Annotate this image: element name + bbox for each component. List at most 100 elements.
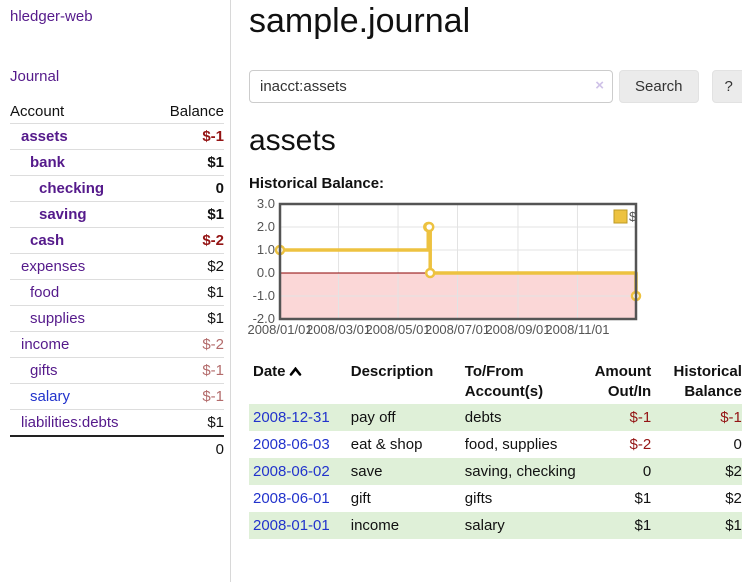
- account-balance: $-1: [152, 383, 224, 410]
- legend-swatch: [613, 209, 628, 224]
- app-title-link[interactable]: hledger-web: [10, 8, 93, 25]
- transaction-description: save: [350, 462, 383, 480]
- account-row: supplies $1: [10, 305, 224, 332]
- account-row: saving $1: [10, 201, 224, 228]
- account-row: salary $-1: [10, 383, 224, 410]
- account-link[interactable]: checking: [39, 180, 105, 197]
- legend-label: $: [629, 209, 637, 224]
- y-tick-label: 1.0: [257, 242, 275, 257]
- account-link[interactable]: saving: [39, 206, 87, 223]
- y-tick-label: 3.0: [257, 196, 275, 211]
- historical-balance-chart: $3.0 2.0 1.0 0.0 -1.0 -2.0 2008/01/01 2008/03/0…: [247, 196, 742, 342]
- account-link[interactable]: salary: [30, 388, 71, 405]
- y-tick-label: -1.0: [253, 288, 275, 303]
- register-header-amount: Amount Out/In: [594, 363, 652, 400]
- account-heading: assets: [249, 124, 336, 158]
- account-link[interactable]: food: [30, 284, 60, 301]
- data-point: [423, 221, 435, 233]
- transaction-description: eat & shop: [350, 435, 423, 453]
- account-balance: $1: [152, 409, 224, 436]
- account-link[interactable]: cash: [30, 232, 65, 249]
- chart-canvas: $3.0 2.0 1.0 0.0 -1.0 -2.02008/01/012008/03/0…: [247, 196, 642, 337]
- x-tick-label: 2008/05/01: [365, 322, 430, 337]
- register-header-balance: Historical Balance: [673, 363, 742, 400]
- help-button[interactable]: ?: [711, 70, 742, 104]
- register-row: 2008-06-01 gift gifts $1 $2: [249, 485, 742, 512]
- page-title: sample.journal: [249, 2, 471, 40]
- transaction-date-link[interactable]: 2008-06-01: [253, 489, 330, 507]
- transaction-balance: 0: [733, 435, 742, 453]
- x-tick-label: 2008/11/01: [545, 322, 609, 337]
- y-tick-label: -2.0: [253, 311, 275, 326]
- transaction-accounts: saving, checking: [464, 462, 576, 480]
- account-balance: $-1: [152, 357, 224, 384]
- data-point: [424, 267, 436, 279]
- x-tick-label: 2008/01/01: [247, 322, 312, 337]
- account-row: food $1: [10, 279, 224, 306]
- account-link[interactable]: income: [21, 336, 70, 353]
- plot-border: [278, 202, 638, 321]
- account-row: assets $-1: [10, 123, 224, 150]
- transaction-balance: $-1: [720, 408, 742, 426]
- x-tick-label: 2008/07/01: [425, 322, 490, 337]
- transaction-balance: $2: [725, 462, 742, 480]
- account-link[interactable]: liabilities:debts: [21, 414, 119, 431]
- account-link[interactable]: gifts: [30, 362, 58, 379]
- account-link[interactable]: supplies: [30, 310, 86, 327]
- transaction-accounts: salary: [464, 516, 505, 534]
- register-header-date-label: Date: [253, 363, 286, 381]
- journal-nav-link[interactable]: Journal: [10, 68, 60, 85]
- account-row: expenses $2: [10, 253, 224, 280]
- account-balance: $1: [152, 201, 224, 228]
- account-balance: $1: [152, 279, 224, 306]
- clear-search-icon[interactable]: ×: [595, 77, 604, 95]
- register-header-description: Description: [350, 363, 434, 381]
- register-row: 2008-06-02 save saving, checking 0 $2: [249, 457, 742, 485]
- register-table: Date Description To/From Account(s) Amou…: [249, 360, 742, 539]
- chart-title: Historical Balance:: [249, 175, 385, 193]
- account-row: income $-2: [10, 331, 224, 358]
- account-balance: $1: [152, 149, 224, 176]
- transaction-date-link[interactable]: 2008-06-02: [253, 462, 330, 480]
- transaction-description: income: [350, 516, 400, 534]
- search-input[interactable]: [249, 70, 613, 104]
- accounts-total-value: 0: [10, 435, 224, 462]
- search-button[interactable]: Search: [619, 70, 699, 104]
- account-link[interactable]: bank: [30, 154, 66, 171]
- accounts-total-row: 0: [10, 435, 224, 462]
- x-tick-label: 2008/09/01: [485, 322, 550, 337]
- account-balance: 0: [152, 175, 224, 202]
- account-link[interactable]: expenses: [21, 258, 86, 275]
- accounts-header-account: Account: [10, 100, 153, 124]
- register-row: 2008-12-31 pay off debts $-1 $-1: [249, 403, 742, 431]
- account-link[interactable]: assets: [21, 128, 68, 145]
- search-box: ×: [249, 70, 613, 104]
- transaction-amount: 0: [642, 462, 652, 480]
- transaction-date-link[interactable]: 2008-12-31: [253, 408, 330, 426]
- transaction-date-link[interactable]: 2008-06-03: [253, 435, 330, 453]
- sidebar-nav: Journal: [10, 68, 224, 85]
- transaction-balance: $2: [725, 489, 742, 507]
- register-header-row: Date Description To/From Account(s) Amou…: [249, 360, 742, 404]
- transaction-amount: $-1: [629, 408, 652, 426]
- main-content: sample.journal × Search ? assets Histori…: [231, 0, 742, 582]
- accounts-table: Account Balance assets $-1 bank $1 checking 0…: [10, 100, 224, 462]
- account-balance: $-2: [152, 331, 224, 358]
- register-header-accounts: To/From Account(s): [464, 363, 544, 400]
- transaction-date-link[interactable]: 2008-01-01: [253, 516, 330, 534]
- sort-ascending-icon: [289, 362, 302, 382]
- register-row: 2008-01-01 income salary $1 $1: [249, 511, 742, 539]
- account-row: gifts $-1: [10, 357, 224, 384]
- account-balance: $2: [152, 253, 224, 280]
- transaction-description: gift: [350, 489, 371, 507]
- register-row: 2008-06-03 eat & shop food, supplies $-2 0: [249, 431, 742, 458]
- search-form: × Search ?: [249, 70, 742, 104]
- register-header-date[interactable]: Date: [249, 360, 347, 404]
- transaction-description: pay off: [350, 408, 396, 426]
- transaction-balance: $1: [725, 516, 742, 534]
- account-balance: $-2: [152, 227, 224, 254]
- account-row: checking 0: [10, 175, 224, 202]
- transaction-amount: $1: [634, 489, 652, 507]
- account-row: bank $1: [10, 149, 224, 176]
